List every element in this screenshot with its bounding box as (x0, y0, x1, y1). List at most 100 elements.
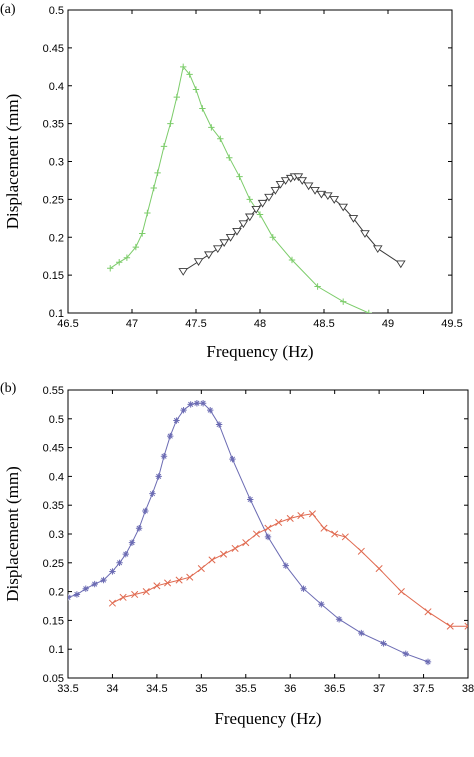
data-point (187, 401, 194, 408)
y-axis-label: Displacement (mm) (3, 466, 22, 602)
data-point (208, 124, 215, 131)
data-point (247, 496, 254, 503)
data-point (358, 629, 365, 637)
data-point (270, 187, 281, 195)
data-point (139, 230, 146, 237)
data-point (318, 601, 325, 608)
data-point (160, 143, 168, 150)
y-tick-label: 0.5 (49, 5, 64, 17)
data-point (395, 260, 406, 269)
data-point (331, 530, 339, 538)
series-markers-1 (68, 400, 432, 666)
data-point (338, 203, 349, 212)
data-point (153, 582, 161, 590)
data-point (144, 209, 151, 217)
data-point (231, 544, 239, 552)
series-markers-2 (178, 173, 406, 276)
data-point (269, 234, 276, 241)
chart-panel-b: 33.5 34 34.5 35 35.5 36 36.5 37 37.5 38 0.05 0.1 0.1… (0, 381, 474, 728)
data-point (193, 400, 201, 407)
data-point (123, 254, 131, 261)
data-point (116, 559, 123, 566)
y-tick-label: 0.2 (49, 232, 64, 244)
series-line-2 (112, 513, 468, 627)
data-point (135, 525, 143, 532)
data-point (175, 576, 183, 584)
data-point (208, 556, 216, 564)
data-point (329, 196, 340, 204)
x-tick-label: 38 (462, 683, 474, 695)
data-point (297, 512, 305, 520)
y-tick-label: 0.15 (43, 615, 64, 627)
series-line-1 (109, 65, 371, 313)
data-point (73, 591, 81, 598)
data-point (293, 173, 304, 182)
data-point (150, 184, 157, 192)
data-point (264, 533, 272, 541)
data-point (173, 417, 180, 424)
y-tick-label: 0.25 (43, 558, 64, 570)
data-point (91, 580, 98, 588)
y-tick-label: 0.4 (49, 471, 64, 483)
data-point (178, 268, 189, 276)
data-point (236, 173, 243, 180)
series-line-1 (68, 402, 429, 663)
data-point (340, 298, 347, 305)
data-point (226, 154, 233, 161)
series-group (107, 63, 406, 313)
data-point (238, 220, 249, 229)
data-point (397, 588, 405, 596)
data-point (219, 239, 229, 248)
data-point (199, 400, 207, 407)
data-point (225, 234, 236, 242)
data-point (203, 251, 214, 260)
y-tick-label: 0.55 (43, 385, 64, 397)
y-tick-label: 0.45 (43, 43, 64, 55)
plot-area-frame (67, 9, 453, 314)
y-tick-label: 0.35 (43, 119, 64, 131)
y-tick-label: 0.05 (43, 673, 64, 685)
data-point (167, 432, 174, 440)
x-tick-label: 36.5 (324, 683, 345, 695)
data-point (160, 453, 168, 460)
data-point (251, 205, 261, 214)
data-point (335, 616, 343, 623)
data-point (193, 258, 204, 266)
chart-panel-a: 46.5 47 47.5 48 48.5 49 49.5 0.1 0.15 0.2 0.25 0.3 0… (0, 2, 463, 361)
data-point (256, 211, 264, 218)
series-group (68, 400, 468, 666)
panel-label: (b) (0, 381, 17, 396)
data-point (375, 565, 383, 573)
data-point (220, 550, 228, 558)
data-point (402, 650, 409, 658)
data-point (360, 230, 370, 238)
series-markers-1 (107, 63, 372, 313)
x-tick-label: 37.5 (413, 683, 434, 695)
data-point (275, 518, 283, 527)
data-point (232, 227, 242, 236)
data-point (323, 192, 333, 201)
data-point (372, 245, 383, 254)
data-point (107, 265, 114, 272)
data-point (464, 622, 468, 630)
x-tick-label: 49.5 (441, 318, 462, 330)
data-point (215, 421, 223, 428)
x-tick-label: 34 (106, 683, 118, 695)
data-point (122, 550, 129, 558)
data-point (68, 594, 72, 601)
y-tick-label: 0.25 (43, 194, 64, 206)
data-point (132, 243, 140, 251)
y-tick-label: 0.15 (43, 270, 64, 282)
y-tick-label: 0.2 (49, 587, 64, 599)
y-tick-label: 0.1 (49, 308, 64, 320)
data-point (116, 259, 123, 266)
data-point (142, 507, 149, 515)
x-tick-label: 37 (373, 683, 385, 695)
data-point (192, 86, 200, 93)
data-point (308, 510, 316, 518)
y-tick-label: 0.45 (43, 443, 64, 455)
x-tick-label: 47.5 (185, 318, 206, 330)
x-tick-label: 46.5 (57, 318, 78, 330)
data-point (280, 177, 291, 185)
data-point (229, 455, 236, 463)
